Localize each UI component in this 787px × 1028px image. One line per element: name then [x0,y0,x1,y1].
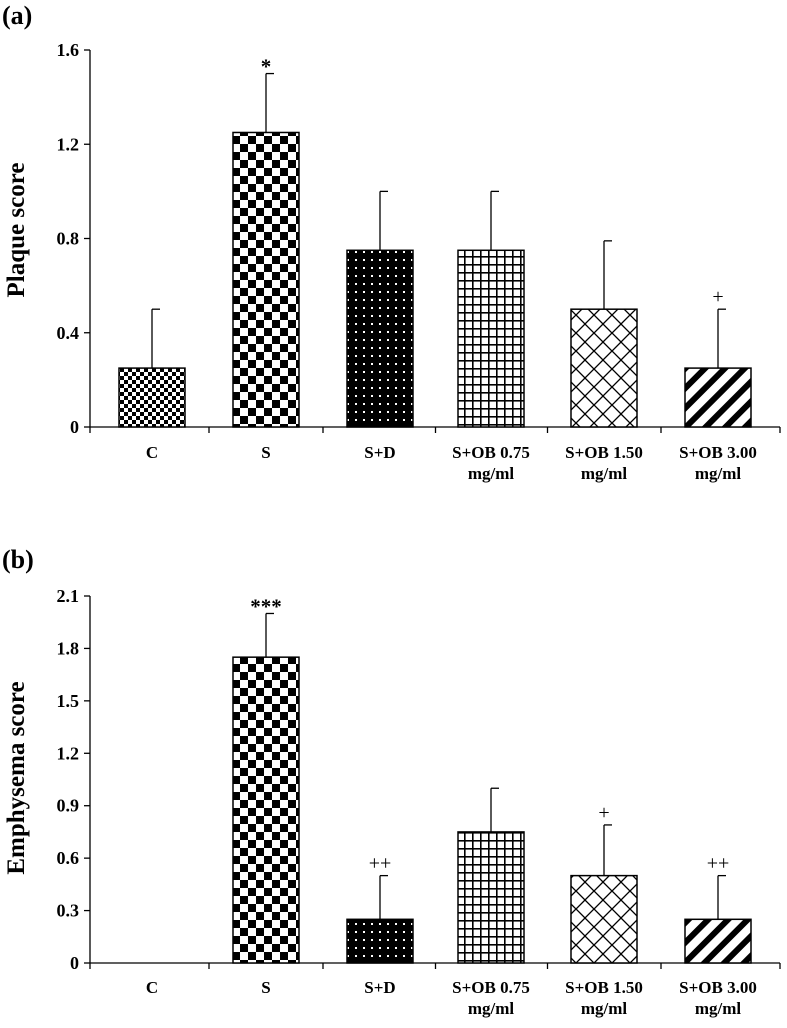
panel-a-y-tick-label: 0.4 [57,323,80,343]
panel-a-bar [570,308,638,428]
panel-b-bar [232,656,300,964]
panel-a-category-label: S+OB 0.75 mg/ml [452,443,530,483]
panel-a-category-label: S [261,443,270,462]
panel-b-bar [457,831,525,964]
panel-b-category-label: S [261,978,270,997]
panel-a-y-tick-label: 0.8 [57,229,80,249]
panel-b-bar [346,918,414,964]
panel-b-category-label: S+D [364,978,395,997]
panel-b-y-tick-label: 0.6 [57,848,80,868]
panel-b-category-label: S+OB 1.50 mg/ml [565,978,643,1018]
panel-b-y-tick-label: 2.1 [57,586,80,606]
panel-a-y-tick-label: 1.6 [57,40,80,60]
panel-a-significance-label: * [261,55,272,79]
panel-a-y-tick-label: 0 [70,417,79,437]
panel-a-category-label: C [146,443,158,462]
panel-b-category-label: S+OB 0.75 mg/ml [452,978,530,1018]
panel-a-bar [346,249,414,428]
panel-a: (a) Plaque score 0 0.4 0.8 1.2 1.6 C * S S+D S+OB… [2,1,781,483]
panel-a-y-tick-label: 1.2 [57,134,80,154]
panel-b-bar [684,918,752,964]
panel-a-bar [118,367,186,428]
panel-b-y-tick-label: 0.9 [57,796,80,816]
panel-b-significance-label: *** [250,594,282,618]
panel-b-label: (b) [2,545,34,574]
panel-b: (b) Emphysema score 0 0.3 0.6 0.9 1.2 1.5 1.8 2… [2,545,781,1018]
panel-b-y-tick-label: 1.2 [57,743,80,763]
panel-a-bar [684,367,752,428]
panel-b-y-tick-label: 1.8 [57,638,80,658]
panel-b-category-label: C [146,978,158,997]
panel-b-significance-label: ++ [369,853,392,875]
panel-a-significance-label: + [712,286,723,308]
panel-a-y-axis-label: Plaque score [3,163,30,298]
panel-b-significance-label: ++ [707,853,730,875]
panel-a-bar [232,131,300,428]
panel-b-bar [570,874,638,964]
panel-b-significance-label: + [598,802,609,824]
panel-a-category-label: S+OB 3.00 mg/ml [679,443,757,483]
panel-a-bar [457,249,525,428]
panel-b-y-tick-label: 0.3 [57,901,80,921]
panel-a-label: (a) [2,1,32,30]
panel-b-y-tick-label: 0 [70,953,79,973]
panel-a-category-label: S+OB 1.50 mg/ml [565,443,643,483]
panel-b-category-label: S+OB 3.00 mg/ml [679,978,757,1018]
panel-a-category-label: S+D [364,443,395,462]
panel-b-y-tick-label: 1.5 [57,691,80,711]
panel-b-y-axis-label: Emphysema score [3,681,30,874]
